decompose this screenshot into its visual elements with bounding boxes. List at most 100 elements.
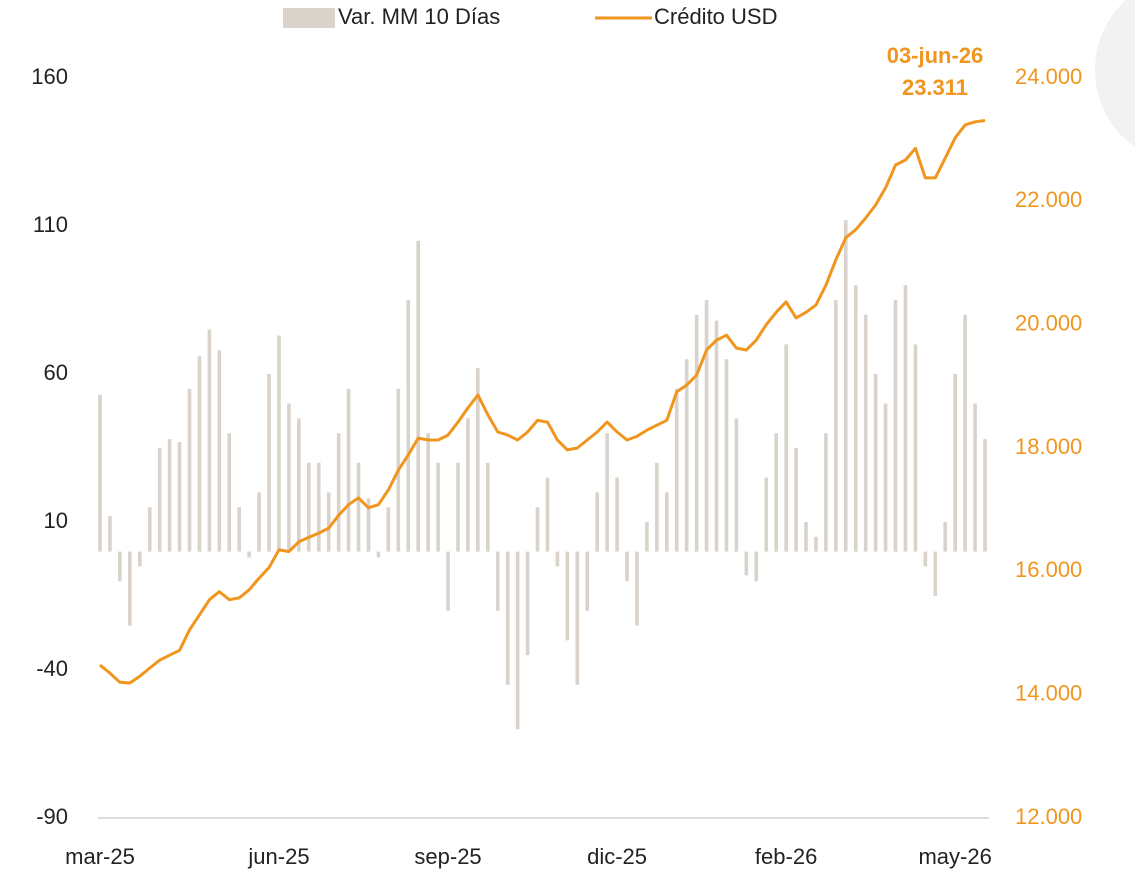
x-tick-label: jun-25 bbox=[247, 844, 309, 869]
bar bbox=[505, 551, 510, 685]
bar bbox=[486, 462, 490, 552]
bar bbox=[535, 507, 540, 552]
bar bbox=[903, 285, 908, 552]
bar bbox=[973, 403, 977, 552]
legend-swatch-bar bbox=[283, 8, 335, 28]
bar bbox=[187, 388, 192, 552]
bar bbox=[476, 368, 480, 552]
bar bbox=[167, 439, 172, 552]
bar bbox=[744, 551, 749, 576]
bar bbox=[466, 418, 470, 552]
y-tick-label: -40 bbox=[36, 656, 68, 681]
bar bbox=[386, 507, 391, 552]
bar bbox=[754, 551, 759, 582]
decoration bbox=[1095, 0, 1135, 148]
y-tick-label: 160 bbox=[31, 64, 68, 89]
bar bbox=[933, 551, 938, 596]
line bbox=[99, 119, 986, 685]
annotation: 23.311 bbox=[902, 75, 968, 100]
bar bbox=[108, 516, 112, 552]
bar bbox=[297, 418, 301, 552]
bar bbox=[983, 439, 987, 552]
bar bbox=[664, 492, 669, 552]
bar bbox=[565, 551, 570, 641]
bar bbox=[555, 551, 560, 567]
x-tick-label: sep-25 bbox=[414, 844, 481, 869]
bar bbox=[635, 551, 639, 626]
bar bbox=[764, 477, 769, 552]
bar bbox=[277, 335, 281, 552]
y-tick-label: 60 bbox=[44, 360, 68, 385]
bar bbox=[645, 522, 649, 552]
y2-tick-label: 14.000 bbox=[1015, 680, 1082, 705]
bar bbox=[853, 285, 858, 552]
bar bbox=[545, 477, 550, 552]
bar bbox=[784, 344, 788, 552]
bar bbox=[118, 551, 122, 582]
y2-tick-label: 12.000 bbox=[1015, 804, 1082, 829]
x-tick-label: dic-25 bbox=[587, 844, 647, 869]
bar bbox=[684, 359, 689, 552]
bar bbox=[863, 314, 868, 552]
bar bbox=[724, 359, 729, 552]
bar bbox=[843, 220, 848, 552]
bar bbox=[525, 551, 530, 656]
bar bbox=[446, 551, 450, 611]
bar bbox=[346, 388, 351, 552]
bar bbox=[227, 433, 232, 552]
bar bbox=[595, 492, 599, 552]
bar bbox=[923, 551, 928, 567]
bar bbox=[356, 462, 361, 552]
y2-tick-label: 16.000 bbox=[1015, 557, 1082, 582]
bar bbox=[376, 551, 381, 558]
bar bbox=[615, 477, 619, 552]
bar bbox=[953, 374, 957, 552]
bar bbox=[307, 462, 311, 552]
legend-label: Var. MM 10 Días bbox=[338, 4, 500, 29]
bar bbox=[515, 551, 520, 730]
bar bbox=[834, 300, 838, 552]
bar bbox=[217, 350, 222, 552]
bar bbox=[625, 551, 629, 582]
bar bbox=[893, 300, 898, 552]
bar bbox=[734, 418, 739, 552]
bar bbox=[366, 498, 371, 552]
y2-tick-label: 18.000 bbox=[1015, 434, 1082, 459]
bar bbox=[326, 492, 331, 552]
bar bbox=[704, 300, 709, 552]
bar bbox=[237, 507, 242, 552]
bar bbox=[674, 388, 679, 552]
bar bbox=[873, 374, 878, 552]
bar bbox=[416, 240, 421, 552]
bar bbox=[287, 403, 291, 552]
bar bbox=[436, 462, 440, 552]
bar bbox=[943, 522, 948, 552]
bar bbox=[814, 536, 818, 552]
bar bbox=[575, 551, 580, 685]
bar bbox=[804, 522, 808, 552]
y-tick-label: 110 bbox=[33, 212, 68, 237]
bar bbox=[147, 507, 152, 552]
bar bbox=[247, 551, 251, 558]
x-tick-label: mar-25 bbox=[65, 844, 135, 869]
bar bbox=[406, 300, 411, 552]
bar bbox=[585, 551, 590, 611]
bar bbox=[137, 551, 142, 567]
bar bbox=[774, 433, 778, 552]
annotation: 03-jun-26 bbox=[887, 43, 984, 68]
y2-tick-label: 20.000 bbox=[1015, 310, 1082, 335]
legend-label: Crédito USD bbox=[654, 4, 777, 29]
bar bbox=[655, 462, 659, 552]
bar bbox=[963, 314, 967, 552]
bar bbox=[883, 403, 888, 552]
bar bbox=[177, 442, 182, 552]
bar bbox=[197, 356, 202, 552]
bar bbox=[794, 448, 798, 552]
bar bbox=[336, 433, 341, 552]
y2-tick-label: 22.000 bbox=[1015, 187, 1082, 212]
bar bbox=[257, 492, 261, 552]
bar bbox=[426, 433, 430, 552]
bar bbox=[605, 433, 609, 552]
y-tick-label: 10 bbox=[44, 508, 68, 533]
